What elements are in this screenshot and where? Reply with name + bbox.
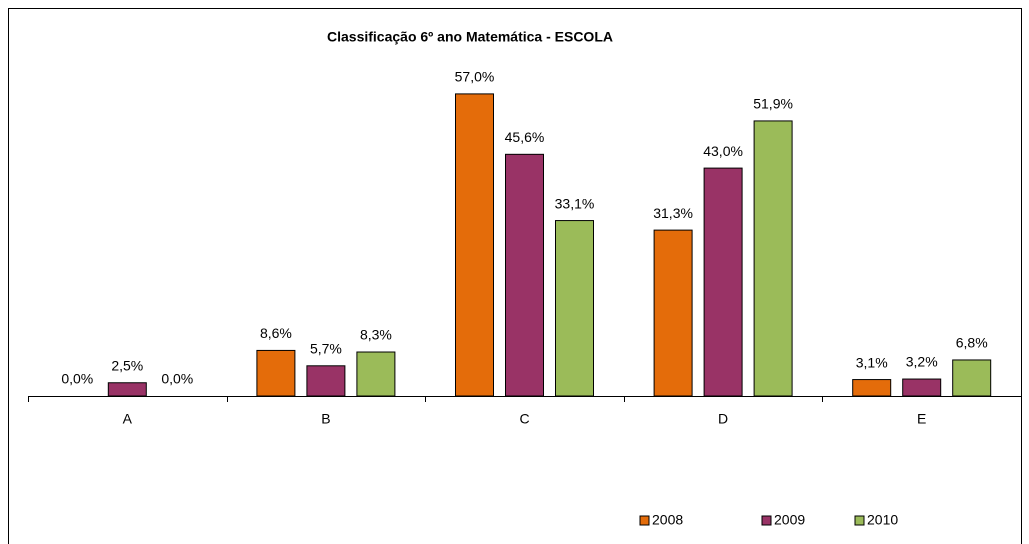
legend-swatch (761, 515, 772, 526)
bar (256, 349, 296, 397)
bar (653, 229, 693, 397)
bar (555, 220, 594, 397)
x-tick-label: B (321, 411, 330, 427)
bar (703, 167, 743, 397)
bar (952, 359, 992, 397)
x-tick-label: A (123, 411, 133, 427)
value-label: 43,0% (703, 143, 743, 159)
value-label: 3,2% (906, 354, 938, 370)
value-label: 2,5% (111, 357, 143, 373)
bar (455, 93, 494, 397)
value-label: 8,6% (260, 325, 292, 341)
bar (306, 365, 346, 397)
x-tick-label: C (519, 411, 529, 427)
legend-label: 2009 (774, 512, 805, 528)
bar (852, 379, 892, 397)
bar (753, 120, 793, 397)
bar (902, 378, 942, 397)
bar (505, 153, 544, 397)
value-label: 6,8% (956, 335, 988, 351)
value-label: 5,7% (310, 340, 342, 356)
chart-title: Classificação 6º ano Matemática - ESCOLA (327, 29, 613, 45)
value-label: 57,0% (455, 69, 495, 85)
x-tick-label: D (718, 411, 728, 427)
value-label: 51,9% (753, 96, 793, 112)
value-label: 0,0% (61, 371, 93, 387)
value-label: 8,3% (360, 327, 392, 343)
value-label: 33,1% (555, 195, 595, 211)
bar (107, 382, 147, 397)
bar (356, 351, 396, 397)
legend-label: 2008 (652, 512, 683, 528)
value-label: 0,0% (161, 371, 193, 387)
x-tick-label: E (917, 411, 926, 427)
value-label: 3,1% (856, 354, 888, 370)
legend-swatch (639, 515, 650, 526)
value-label: 31,3% (653, 205, 693, 221)
legend-swatch (854, 515, 865, 526)
legend-label: 2010 (867, 512, 898, 528)
value-label: 45,6% (505, 129, 545, 145)
